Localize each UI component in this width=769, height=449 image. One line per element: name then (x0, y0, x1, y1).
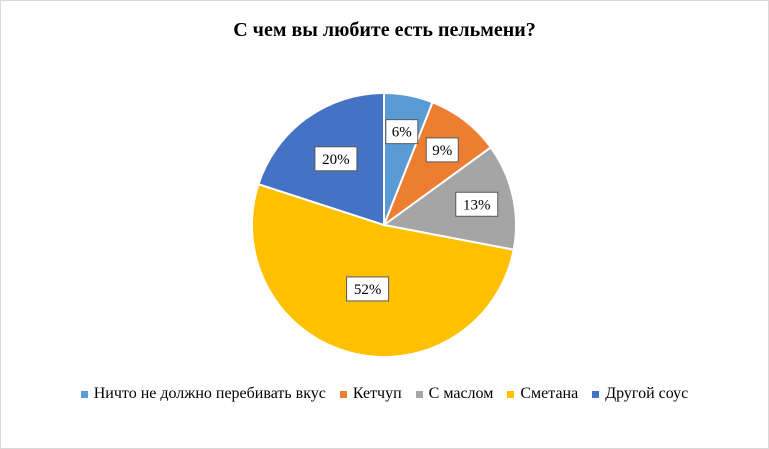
legend-item-2: С маслом (415, 385, 494, 403)
legend-item-4: Другой соус (592, 385, 688, 403)
svg-text:52%: 52% (354, 282, 382, 298)
pie-slice-2 (381, 146, 517, 251)
svg-text:13%: 13% (463, 197, 491, 213)
legend-item-1: Кетчуп (339, 385, 402, 403)
data-label-3: 52% (346, 276, 390, 302)
data-label-0: 6% (385, 119, 419, 145)
legend-label: Сметана (520, 385, 579, 402)
legend: Ничто не должно перебивать вкус Кетчуп С м… (1, 385, 768, 403)
legend-label: С маслом (428, 385, 494, 402)
svg-text:20%: 20% (322, 152, 350, 168)
legend-item-0: Ничто не должно перебивать вкус (80, 385, 326, 403)
legend-label: Другой соус (605, 385, 689, 402)
legend-swatch (80, 390, 88, 398)
legend-swatch (339, 390, 347, 398)
legend-item-3: Сметана (507, 385, 578, 403)
legend-swatch (592, 390, 600, 398)
svg-text:6%: 6% (392, 125, 412, 141)
data-label-4: 20% (314, 146, 358, 172)
legend-label: Кетчуп (352, 385, 402, 402)
legend-label: Ничто не должно перебивать вкус (93, 385, 326, 402)
legend-swatch (415, 390, 423, 398)
pie-slice-3 (251, 182, 515, 358)
data-label-2: 13% (455, 191, 499, 217)
legend-swatch (507, 390, 515, 398)
data-label-1: 9% (425, 137, 459, 163)
chart-title: С чем вы любите есть пельмени? (233, 19, 536, 41)
svg-text:9%: 9% (432, 143, 452, 159)
